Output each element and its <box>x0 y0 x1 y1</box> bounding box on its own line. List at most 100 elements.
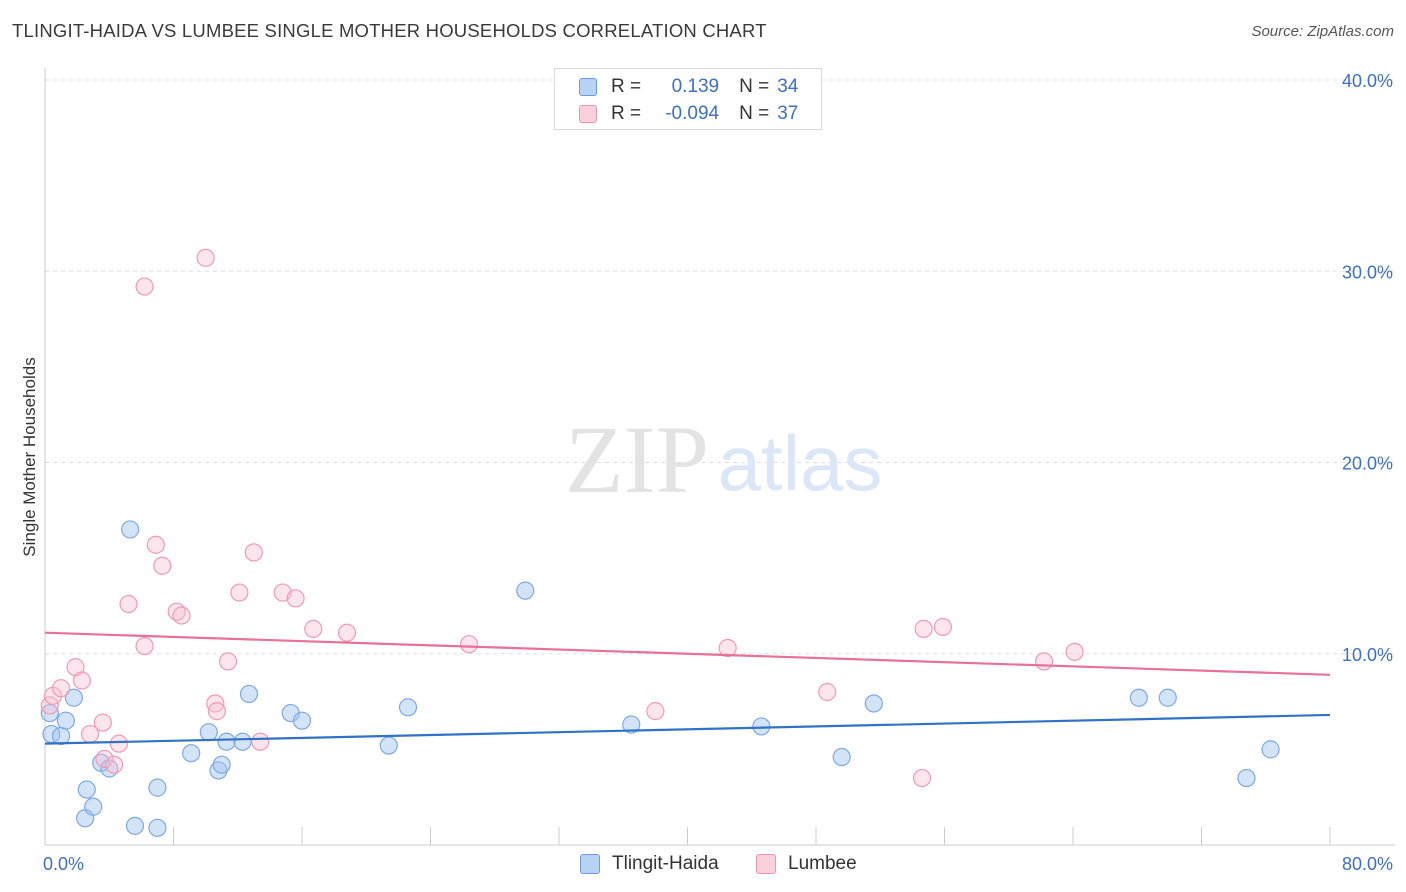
point-tlingit-haida <box>125 816 145 835</box>
point-tlingit-haida <box>148 778 167 797</box>
point-lumbee <box>72 671 92 690</box>
legend-swatch-blue <box>580 854 600 874</box>
point-lumbee <box>914 619 933 638</box>
point-tlingit-haida <box>622 715 641 734</box>
point-tlingit-haida <box>40 703 59 723</box>
correlation-legend: R = 0.139 N = 34 R = -0.094 N = 37 <box>554 68 822 130</box>
point-tlingit-haida <box>398 698 418 717</box>
point-lumbee <box>153 556 172 575</box>
series-legend-lumbee: Lumbee <box>756 851 857 877</box>
point-lumbee <box>146 535 165 554</box>
point-lumbee <box>337 623 357 642</box>
point-tlingit-haida <box>217 732 236 751</box>
point-lumbee <box>230 583 249 602</box>
point-tlingit-haida <box>56 711 75 730</box>
point-tlingit-haida <box>199 723 218 742</box>
series-name: Tlingit-Haida <box>612 853 719 874</box>
chart-title: TLINGIT-HAIDA VS LUMBEE SINGLE MOTHER HO… <box>12 20 767 41</box>
point-tlingit-haida <box>209 761 228 780</box>
y-tick-label: 30.0% <box>1342 262 1393 282</box>
point-tlingit-haida <box>148 818 167 837</box>
point-lumbee <box>646 702 665 721</box>
series-tlingit-haida <box>40 520 1280 837</box>
point-tlingit-haida <box>239 684 259 704</box>
point-lumbee <box>718 638 737 658</box>
point-tlingit-haida <box>292 711 312 730</box>
point-tlingit-haida <box>1261 740 1280 759</box>
r-value: 0.139 <box>671 76 720 97</box>
point-tlingit-haida <box>51 726 71 746</box>
point-lumbee <box>172 606 191 625</box>
point-tlingit-haida <box>1237 768 1256 788</box>
point-tlingit-haida <box>1158 688 1177 707</box>
trend-line-lumbee <box>44 631 1331 676</box>
point-tlingit-haida <box>379 736 398 755</box>
point-lumbee <box>135 277 154 296</box>
r-label: R = <box>611 103 642 124</box>
point-tlingit-haida <box>832 747 851 767</box>
point-lumbee <box>95 749 114 769</box>
legend-row-tlingit-haida: R = 0.139 N = 34 <box>579 74 798 100</box>
point-lumbee <box>207 702 226 721</box>
point-lumbee <box>206 694 225 713</box>
r-label: R = <box>611 76 642 97</box>
point-lumbee <box>459 635 479 654</box>
watermark: ZIP atlas <box>565 406 882 513</box>
source-label: Source: ZipAtlas.com <box>1251 23 1394 40</box>
point-lumbee <box>933 617 952 637</box>
point-tlingit-haida <box>121 520 140 539</box>
trend-line-tlingit-haida <box>44 713 1331 745</box>
point-tlingit-haida <box>1129 688 1148 707</box>
point-lumbee <box>244 543 263 562</box>
point-lumbee <box>912 768 932 788</box>
r-value: -0.094 <box>665 103 720 124</box>
y-axis-label: Single Mother Households <box>20 357 39 556</box>
point-lumbee <box>1034 652 1054 671</box>
point-lumbee <box>196 248 215 267</box>
point-tlingit-haida <box>212 755 231 774</box>
series-legend-tlingit-haida: Tlingit-Haida <box>580 851 719 877</box>
n-label: N = <box>739 76 770 97</box>
watermark-zip: ZIP <box>565 406 709 513</box>
point-tlingit-haida <box>233 732 252 751</box>
point-lumbee <box>304 619 323 638</box>
point-tlingit-haida <box>182 744 201 763</box>
point-lumbee <box>119 594 138 614</box>
watermark-atlas: atlas <box>718 419 883 507</box>
y-tick-label: 10.0% <box>1342 645 1393 665</box>
point-lumbee <box>251 732 270 751</box>
y-tick-label: 20.0% <box>1342 454 1393 474</box>
series-name: Lumbee <box>788 853 857 874</box>
legend-row-lumbee: R = -0.094 N = 37 <box>579 101 798 127</box>
axes <box>44 68 1395 846</box>
gridlines <box>45 79 1395 655</box>
point-tlingit-haida <box>64 688 84 707</box>
x-tick-label: 80.0% <box>1342 854 1393 874</box>
trend-lines <box>44 631 1331 745</box>
x-tick-label: 0.0% <box>43 854 84 874</box>
point-lumbee <box>40 696 59 715</box>
point-lumbee <box>93 713 112 732</box>
point-lumbee <box>1065 642 1084 661</box>
n-value: 34 <box>777 76 799 97</box>
point-tlingit-haida <box>516 581 535 600</box>
tick-labels: 10.0% 20.0% 30.0% 40.0% 0.0% 80.0% <box>43 71 1393 874</box>
series-lumbee <box>40 248 1084 788</box>
point-tlingit-haida <box>77 780 96 799</box>
point-lumbee <box>818 682 837 702</box>
y-tick-label: 40.0% <box>1342 71 1393 91</box>
point-tlingit-haida <box>84 797 103 816</box>
point-lumbee <box>286 589 305 608</box>
point-tlingit-haida <box>864 694 883 713</box>
point-lumbee <box>109 734 128 753</box>
point-lumbee <box>51 679 71 698</box>
n-label: N = <box>739 103 770 124</box>
legend-swatch-pink <box>579 105 597 123</box>
legend-swatch-pink <box>756 854 776 874</box>
point-lumbee <box>219 652 238 671</box>
n-value: 37 <box>777 103 799 124</box>
legend-swatch-blue <box>579 78 597 96</box>
point-lumbee <box>135 636 154 656</box>
point-lumbee <box>104 755 124 774</box>
